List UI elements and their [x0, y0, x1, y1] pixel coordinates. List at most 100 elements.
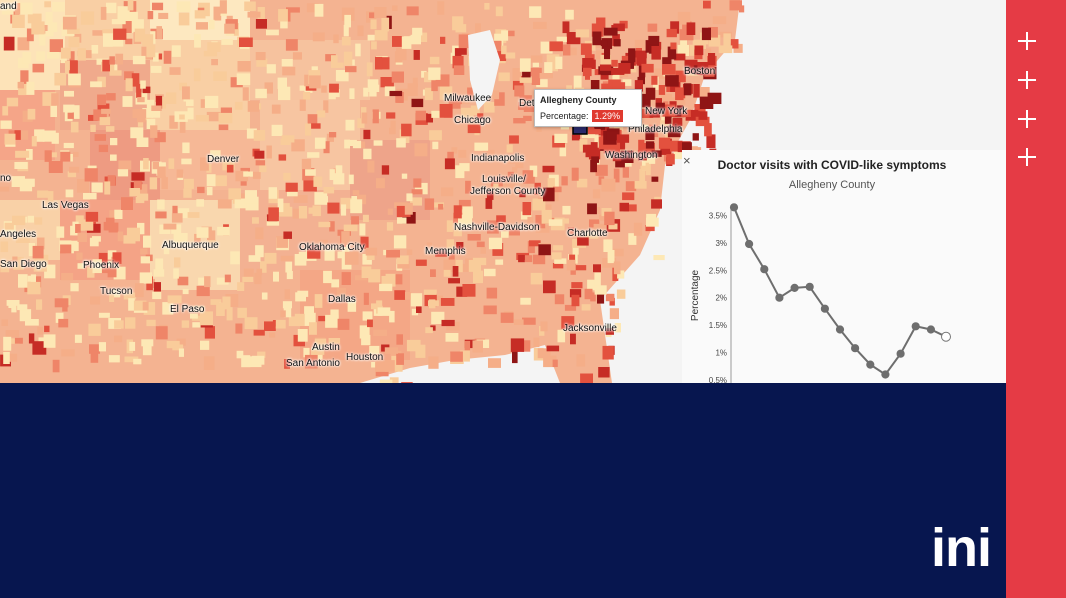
county-shape	[413, 50, 420, 60]
county-shape	[94, 134, 106, 141]
county-shape	[499, 176, 513, 182]
county-shape	[207, 230, 216, 241]
data-point[interactable]	[820, 304, 829, 313]
county-shape	[367, 34, 375, 41]
county-shape	[200, 157, 209, 171]
plus-icon[interactable]	[1018, 71, 1036, 89]
county-shape	[179, 114, 185, 120]
county-shape	[472, 340, 483, 353]
plus-icon[interactable]	[1018, 110, 1036, 128]
series-line	[733, 206, 947, 376]
county-shape	[73, 105, 80, 119]
county-shape	[65, 60, 75, 75]
county-shape	[31, 136, 37, 147]
county-shape	[77, 179, 89, 193]
city-label-jefferson-county: Jefferson County	[470, 186, 546, 197]
county-shape	[112, 252, 122, 264]
county-shape	[453, 65, 465, 75]
county-shape	[146, 99, 155, 109]
data-point[interactable]	[881, 370, 890, 379]
county-shape	[620, 150, 634, 163]
county-shape	[647, 23, 658, 32]
data-point[interactable]	[866, 360, 875, 369]
county-shape	[242, 276, 254, 282]
county-shape	[642, 93, 651, 108]
county-shape	[529, 165, 538, 177]
county-shape	[672, 118, 683, 126]
data-point[interactable]	[745, 239, 754, 249]
county-shape	[396, 138, 406, 148]
county-shape	[361, 112, 368, 124]
county-shape	[146, 118, 156, 129]
county-shape	[602, 345, 614, 360]
county-shape	[593, 264, 601, 273]
county-shape	[666, 28, 677, 38]
county-shape	[329, 221, 335, 232]
county-shape	[389, 90, 403, 97]
county-shape	[639, 169, 646, 182]
county-shape	[610, 142, 620, 154]
county-shape	[670, 21, 680, 34]
county-shape	[392, 36, 404, 47]
county-shape	[257, 7, 265, 20]
county-shape	[592, 31, 602, 46]
county-shape	[447, 151, 454, 165]
county-shape	[430, 269, 436, 277]
data-point[interactable]	[760, 265, 769, 274]
close-icon[interactable]: ×	[683, 153, 691, 168]
data-point[interactable]	[790, 283, 799, 292]
county-shape	[255, 227, 264, 240]
county-shape	[616, 134, 630, 143]
county-shape	[236, 350, 244, 359]
county-shape	[216, 302, 225, 316]
county-shape	[500, 312, 514, 323]
county-shape	[266, 64, 276, 74]
county-shape	[256, 268, 263, 276]
data-point[interactable]	[729, 203, 739, 212]
plus-icon[interactable]	[1018, 148, 1036, 166]
county-shape	[613, 261, 621, 275]
data-point[interactable]	[911, 322, 920, 331]
data-point[interactable]	[775, 293, 784, 302]
county-map[interactable]: and Milwaukee Det Boston New York Philad…	[0, 0, 1006, 383]
county-shape	[303, 92, 311, 100]
county-shape	[293, 195, 308, 203]
county-shape	[613, 248, 624, 257]
choropleth-map[interactable]	[0, 0, 1006, 383]
county-shape	[142, 34, 154, 47]
county-shape	[69, 51, 75, 63]
county-shape	[557, 329, 566, 343]
county-shape	[261, 292, 268, 300]
data-point[interactable]	[835, 325, 845, 334]
city-label-las-vegas: Las Vegas	[42, 200, 89, 211]
county-shape	[404, 202, 413, 215]
county-shape	[377, 307, 391, 316]
county-shape	[173, 233, 188, 243]
data-point[interactable]	[805, 282, 814, 291]
county-shape	[4, 133, 16, 145]
county-shape	[703, 0, 711, 9]
county-shape	[112, 37, 124, 47]
county-shape	[355, 275, 368, 281]
county-shape	[62, 303, 68, 312]
plus-icon[interactable]	[1018, 32, 1036, 50]
data-point[interactable]	[941, 331, 951, 342]
county-shape	[34, 129, 45, 142]
county-shape	[365, 247, 378, 256]
county-shape	[195, 115, 209, 122]
county-shape	[379, 379, 393, 383]
data-point[interactable]	[926, 325, 935, 334]
data-point[interactable]	[851, 344, 860, 353]
y-tick-label: 2.5%	[709, 266, 727, 275]
county-shape	[142, 108, 154, 118]
county-shape	[708, 53, 716, 66]
county-shape	[522, 317, 536, 325]
county-shape	[305, 169, 316, 176]
county-shape	[183, 188, 192, 198]
county-shape	[84, 168, 98, 182]
county-shape	[373, 140, 383, 146]
county-shape	[187, 212, 200, 218]
county-shape	[645, 127, 655, 140]
data-point[interactable]	[896, 349, 905, 358]
county-shape	[167, 295, 182, 304]
